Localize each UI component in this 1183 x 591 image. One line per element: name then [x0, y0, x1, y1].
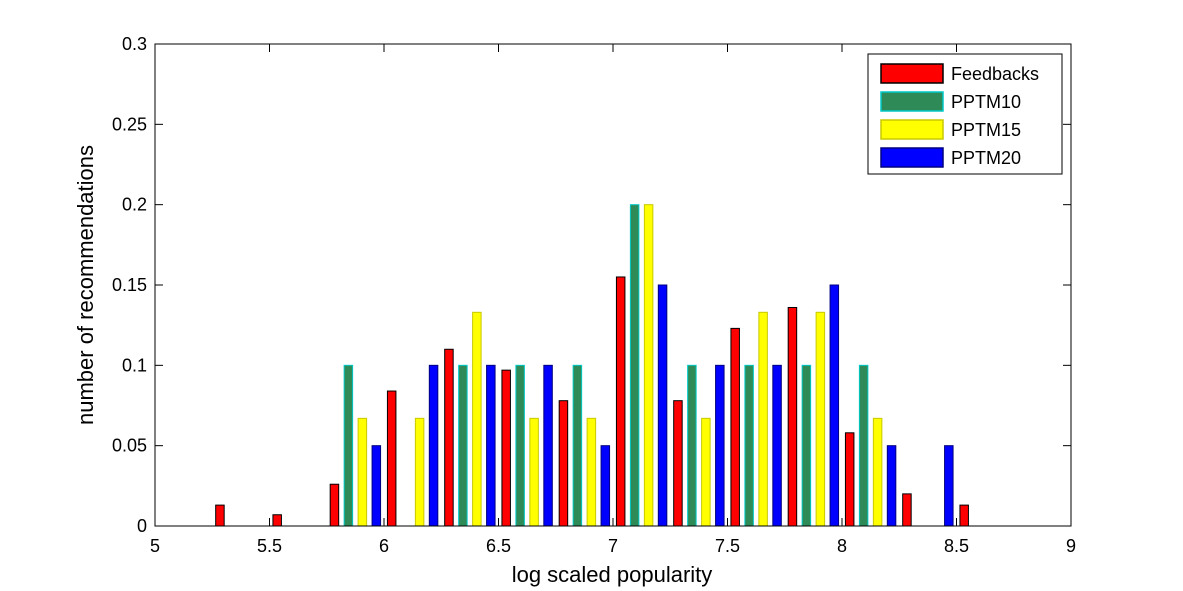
bar-feedbacks-8	[615, 276, 626, 527]
bar-feedbacks-10	[730, 327, 740, 527]
bar-pptm10-5	[458, 364, 468, 527]
bar-pptm10-8	[629, 204, 640, 527]
bar-feedbacks-9	[673, 400, 683, 527]
bar-pptm20-5	[486, 364, 496, 527]
bar-pptm15-10	[758, 311, 768, 527]
bar-pptm15-8	[643, 204, 654, 527]
legend-label-pptm20: PPTM20	[951, 148, 1021, 168]
bar-feedbacks-12	[844, 432, 855, 527]
x-tick-label-0: 5	[150, 536, 160, 556]
y-tick-label-1: 0.05	[112, 436, 147, 456]
x-tick-label-1: 5.5	[257, 536, 282, 556]
bar-pptm15-11	[815, 311, 826, 527]
legend-label-feedbacks: Feedbacks	[951, 64, 1039, 84]
bar-feedbacks-3	[329, 483, 340, 527]
bar-pptm10-3	[343, 364, 354, 527]
bar-pptm15-12	[872, 417, 883, 527]
bar-pptm20-12	[886, 445, 897, 527]
bar-feedbacks-6	[501, 369, 511, 527]
y-tick-label-2: 0.1	[122, 355, 147, 375]
x-axis-label: log scaled popularity	[512, 562, 713, 587]
legend-swatch-pptm15	[880, 119, 944, 140]
legend-label-pptm10: PPTM10	[951, 92, 1021, 112]
bar-pptm20-7	[600, 445, 611, 527]
bar-pptm15-5	[472, 311, 482, 527]
legend-swatch-pptm10	[880, 91, 944, 112]
bar-pptm10-6	[515, 364, 525, 527]
bar-pptm10-9	[687, 364, 697, 527]
legend: Feedbacks PPTM10 PPTM15 PPTM20	[867, 53, 1063, 175]
bar-feedbacks-2	[272, 514, 282, 527]
bar-feedbacks-5	[444, 348, 454, 527]
bar-pptm15-6	[529, 417, 539, 527]
bar-feedbacks-4	[386, 390, 397, 527]
bar-pptm20-3	[371, 445, 382, 527]
bar-pptm15-7	[586, 417, 597, 527]
bar-feedbacks-7	[558, 400, 569, 527]
x-tick-label-2: 6	[379, 536, 389, 556]
y-tick-label-6: 0.3	[122, 34, 147, 54]
legend-swatch-pptm20	[880, 147, 944, 168]
bar-pptm20-6	[543, 364, 553, 527]
bar-pptm20-4	[428, 364, 439, 527]
x-tick-label-4: 7	[608, 536, 618, 556]
bar-pptm15-3	[357, 417, 368, 527]
bar-feedbacks-14	[959, 504, 969, 527]
bar-feedbacks-1	[215, 504, 225, 527]
bar-pptm20-10	[772, 364, 782, 527]
bar-pptm20-9	[715, 364, 725, 527]
bar-pptm10-11	[801, 364, 812, 527]
x-tick-label-8: 9	[1066, 536, 1076, 556]
x-tick-label-6: 8	[837, 536, 847, 556]
y-axis-label: number of recommendations	[73, 145, 98, 425]
bar-pptm15-4	[414, 417, 425, 527]
y-tick-label-4: 0.2	[122, 195, 147, 215]
bar-feedbacks-11	[787, 306, 798, 527]
bar-pptm10-12	[858, 364, 869, 527]
axes-group: 5 5.5 6 6.5 7 7.5 8 8.5 9 0 0.05 0.1 0.15 0.2 0.25 0.3	[112, 34, 1076, 556]
bar-pptm20-8	[657, 284, 668, 527]
legend-swatch-feedbacks	[880, 63, 944, 84]
bar-pptm10-10	[744, 364, 754, 527]
y-tick-label-5: 0.25	[112, 114, 147, 134]
bar-pptm20-11	[829, 284, 840, 527]
bar-feedbacks-13	[902, 493, 912, 527]
legend-label-pptm15: PPTM15	[951, 120, 1021, 140]
y-tick-label-0: 0	[137, 516, 147, 536]
x-tick-label-7: 8.5	[944, 536, 969, 556]
bar-pptm20-13	[944, 445, 954, 527]
x-tick-label-5: 7.5	[715, 536, 740, 556]
bar-pptm15-9	[701, 417, 711, 527]
x-tick-label-3: 6.5	[486, 536, 511, 556]
bar-pptm10-7	[572, 364, 583, 527]
y-tick-label-3: 0.15	[112, 275, 147, 295]
